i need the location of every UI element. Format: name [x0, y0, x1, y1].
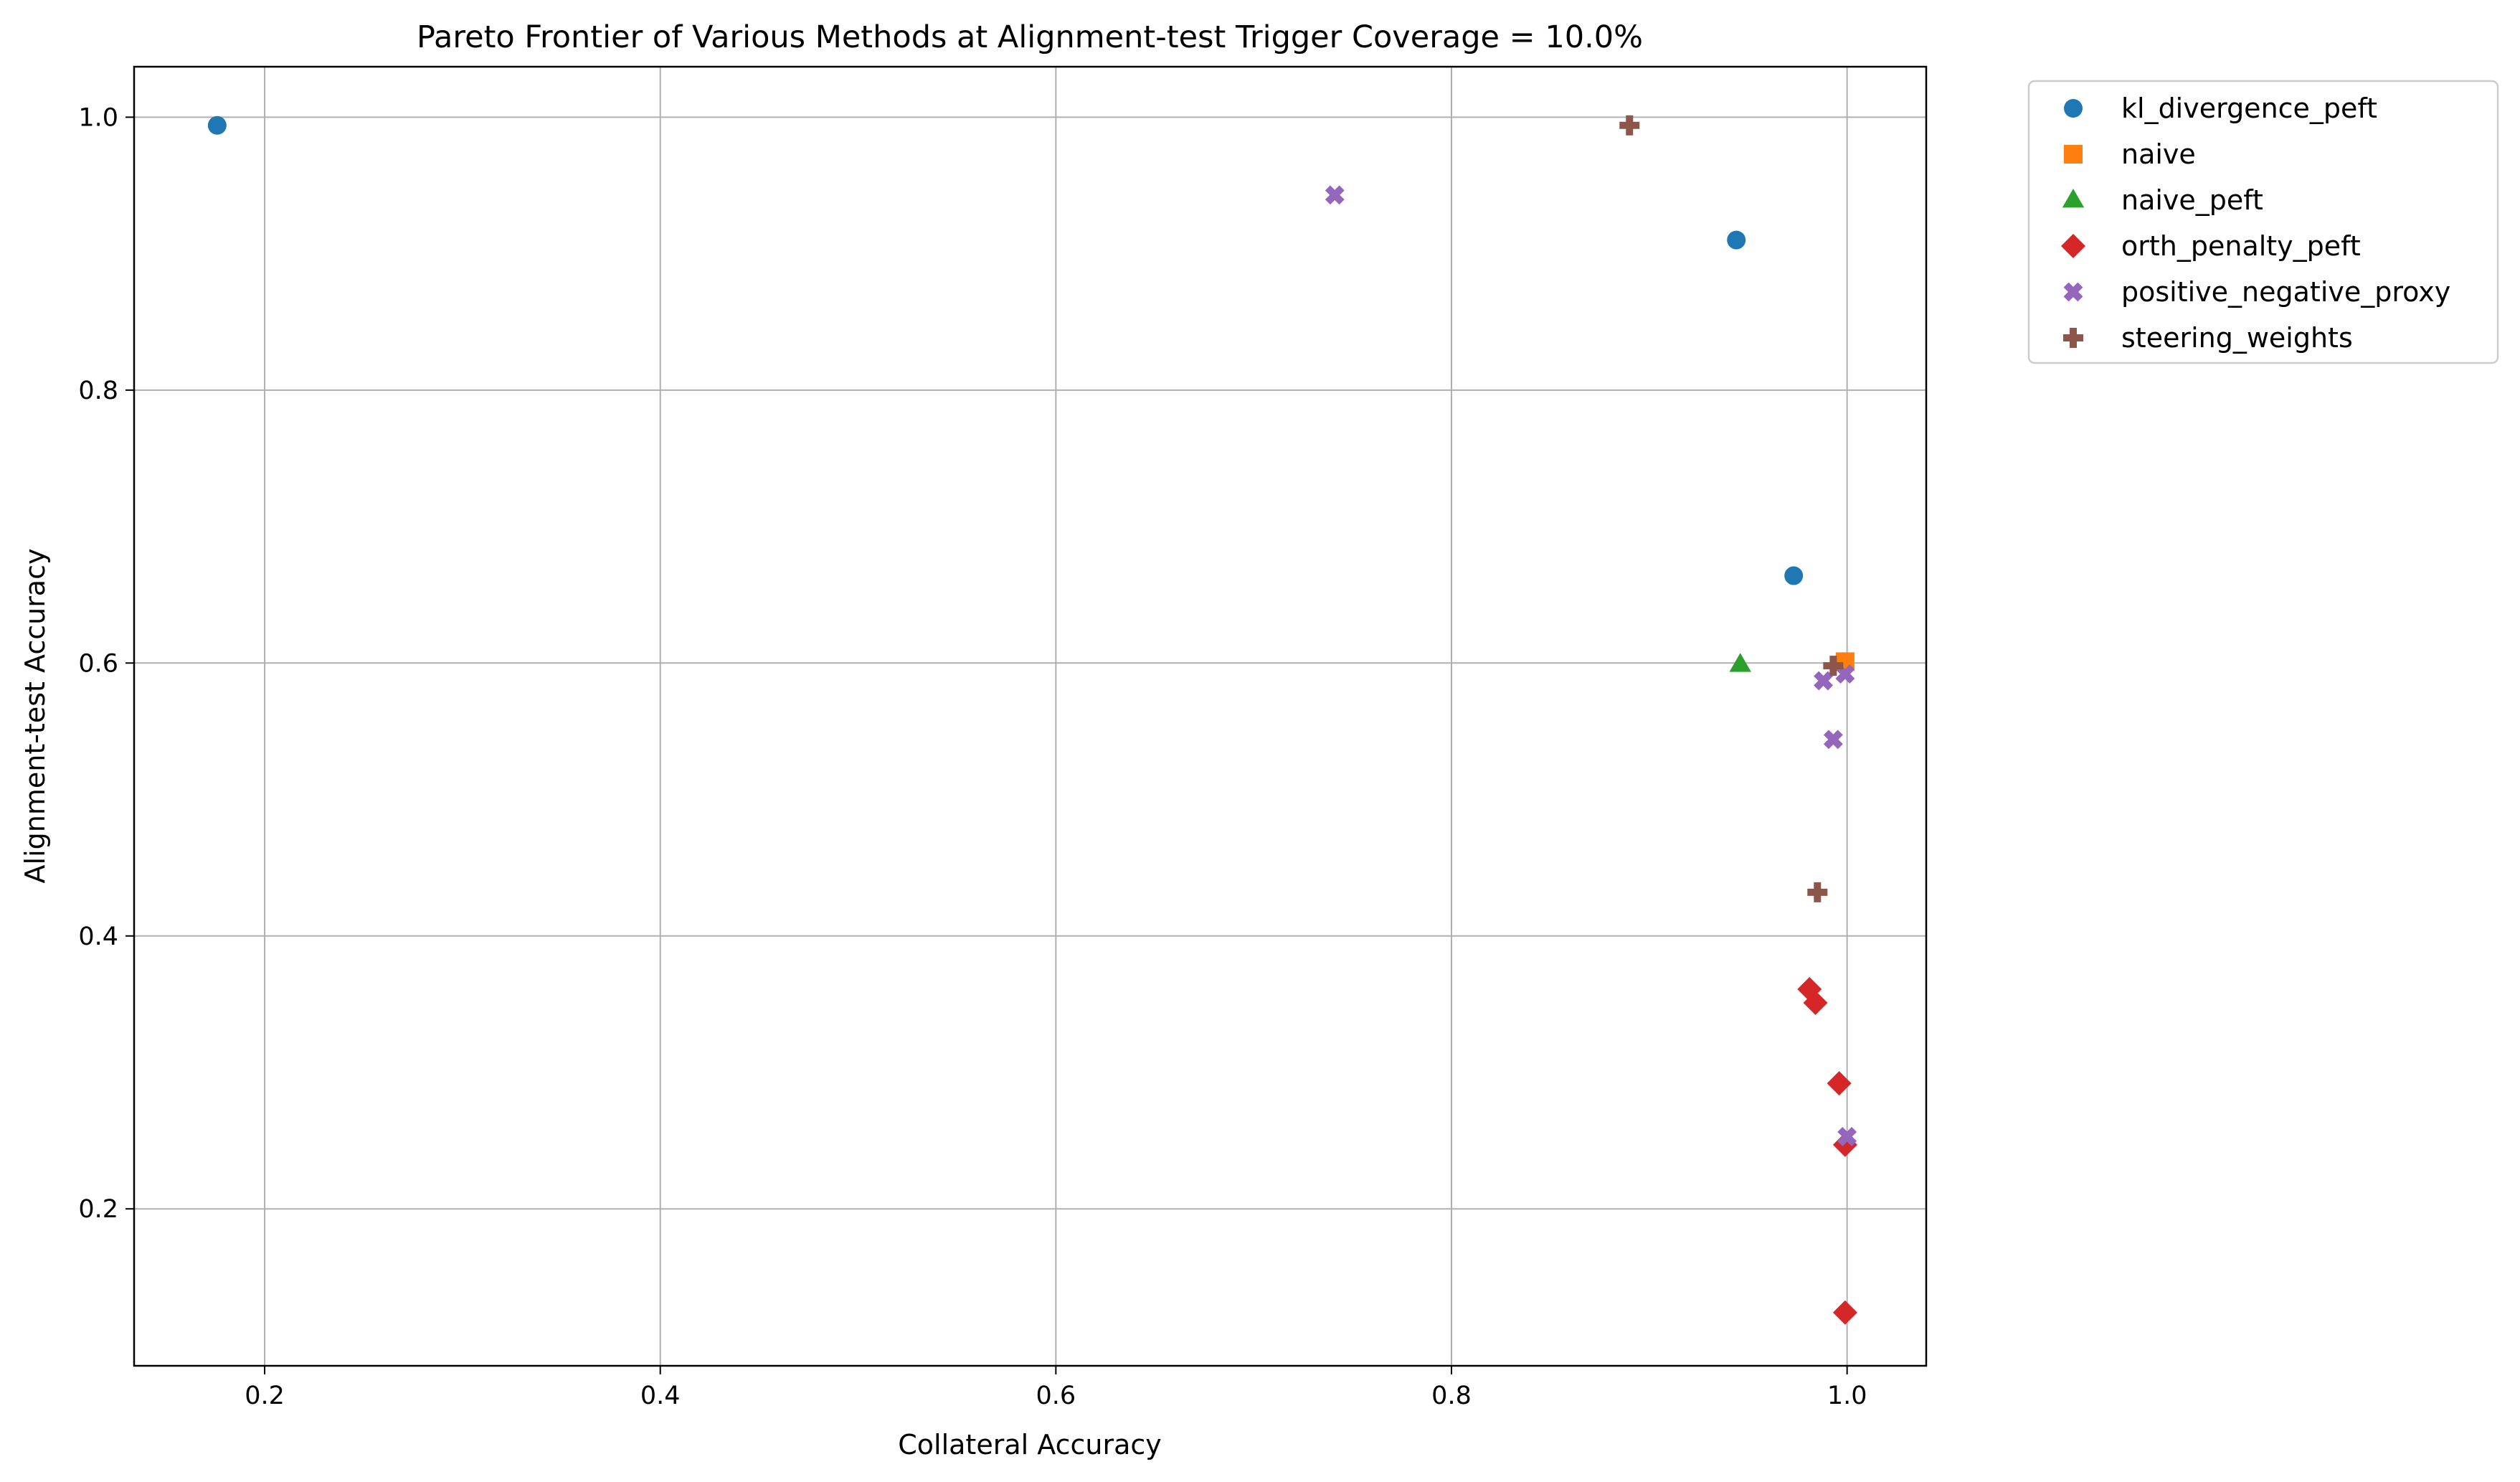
positive_negative_proxy-point	[1325, 185, 1345, 205]
legend-label: steering_weights	[2121, 322, 2353, 354]
kl_divergence_peft-point	[207, 115, 227, 135]
positive_negative_proxy-point	[1837, 1126, 1857, 1146]
data-points	[207, 115, 1857, 1325]
naive_peft-legend-marker	[2062, 189, 2085, 208]
positive_negative_proxy-point	[1814, 671, 1834, 691]
orth_penalty_peft-point	[1803, 990, 1828, 1015]
axis-ticks: 0.2 0.4 0.6 0.8 1.0 0.2 0.4 0.6 0.8 1.0	[78, 103, 1867, 1410]
naive-legend-marker	[2064, 145, 2083, 164]
y-tick-label: 0.8	[78, 377, 118, 405]
legend-label: positive_negative_proxy	[2121, 276, 2450, 308]
series-orth_penalty_peft	[1797, 976, 1857, 1325]
legend-item-positive_negative_proxy: positive_negative_proxy	[2063, 276, 2450, 308]
chart-title: Pareto Frontier of Various Methods at Al…	[417, 19, 1643, 55]
kl_divergence_peft-point	[1784, 566, 1804, 585]
series-steering_weights	[1619, 115, 1844, 902]
series-naive_peft	[1729, 653, 1751, 672]
orth_penalty_peft-point	[1832, 1300, 1857, 1325]
y-axis-label: Alignment-test Accuracy	[19, 549, 51, 884]
positive_negative_proxy-point	[1823, 730, 1843, 750]
x-tick-label: 1.0	[1827, 1382, 1867, 1410]
steering_weights-point	[1619, 115, 1640, 136]
legend-label: orth_penalty_peft	[2121, 230, 2361, 262]
x-tick-label: 0.6	[1036, 1382, 1076, 1410]
orth_penalty_peft-legend-marker	[2061, 234, 2085, 258]
legend-label: naive_peft	[2121, 184, 2263, 216]
plot-area-frame	[133, 65, 1928, 1367]
legend-label: kl_divergence_peft	[2121, 93, 2377, 124]
kl_divergence_peft-point	[1727, 230, 1746, 250]
x-tick-label: 0.8	[1431, 1382, 1472, 1410]
x-tick-label: 0.2	[245, 1382, 285, 1410]
y-tick-label: 1.0	[78, 103, 118, 132]
series-kl_divergence_peft	[207, 115, 1804, 585]
x-axis-label: Collateral Accuracy	[898, 1429, 1162, 1460]
legend-item-naive: naive	[2064, 138, 2196, 170]
steering_weights-legend-marker	[2063, 328, 2083, 348]
kl_divergence_peft-legend-marker	[2064, 99, 2083, 118]
legend-item-orth_penalty_peft: orth_penalty_peft	[2061, 230, 2361, 262]
steering_weights-point	[1807, 882, 1828, 902]
series-positive_negative_proxy	[1325, 185, 1857, 1146]
y-tick-label: 0.2	[78, 1195, 118, 1224]
legend-item-steering_weights: steering_weights	[2063, 322, 2353, 354]
y-tick-label: 0.4	[78, 922, 118, 951]
legend-label: naive	[2121, 138, 2196, 170]
naive_peft-point	[1729, 653, 1751, 672]
legend-box	[2027, 80, 2499, 364]
legend-item-kl_divergence_peft: kl_divergence_peft	[2064, 93, 2377, 124]
legend-item-naive_peft: naive_peft	[2062, 184, 2263, 216]
positive_negative_proxy-legend-marker	[2063, 282, 2083, 302]
orth_penalty_peft-point	[1827, 1071, 1852, 1096]
x-tick-label: 0.4	[640, 1382, 681, 1410]
y-tick-label: 0.6	[78, 649, 118, 678]
steering_weights-point	[1823, 656, 1844, 676]
